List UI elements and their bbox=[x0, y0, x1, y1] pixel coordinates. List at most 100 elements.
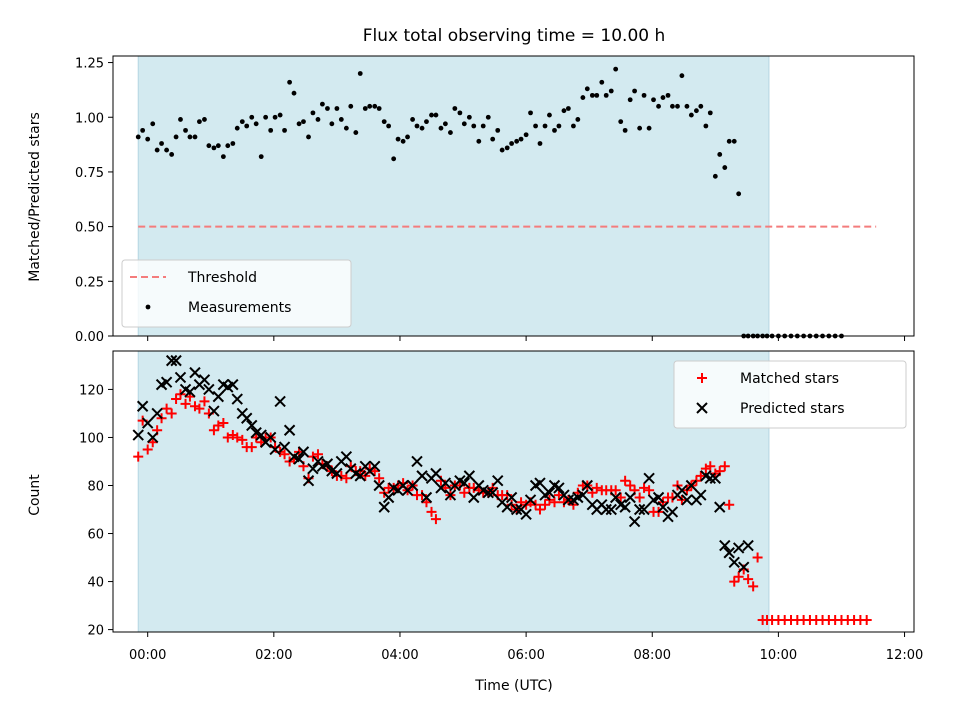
data-point bbox=[719, 461, 730, 472]
data-point bbox=[197, 119, 202, 125]
data-point bbox=[150, 121, 156, 127]
data-point bbox=[584, 86, 590, 92]
data-point bbox=[543, 486, 556, 499]
data-point bbox=[325, 106, 330, 111]
legend-box bbox=[121, 259, 352, 328]
data-point bbox=[140, 127, 146, 133]
series-measurements bbox=[135, 66, 844, 339]
data-point bbox=[688, 112, 694, 118]
data-point bbox=[306, 134, 311, 140]
bottom-panel-counts: 20 40 60 80 100 120 00:00 02:00 04:00 06:00 08:00 1… bbox=[79, 350, 923, 663]
data-point bbox=[712, 173, 718, 179]
data-point bbox=[705, 461, 716, 472]
data-point bbox=[136, 400, 149, 412]
legend: Matched stars Predicted stars bbox=[673, 360, 907, 429]
data-point bbox=[714, 501, 726, 513]
data-point bbox=[660, 95, 666, 100]
data-point bbox=[542, 123, 548, 129]
data-point bbox=[457, 110, 463, 116]
data-point bbox=[685, 479, 698, 492]
data-point bbox=[283, 424, 296, 436]
x-tick-label: 12:00 bbox=[886, 648, 923, 663]
data-point bbox=[627, 97, 633, 103]
data-point bbox=[724, 499, 735, 510]
data-point bbox=[208, 405, 220, 417]
data-point bbox=[743, 574, 754, 585]
data-point bbox=[547, 112, 552, 118]
data-point bbox=[341, 473, 352, 484]
data-point bbox=[400, 138, 406, 144]
y-tick-label: 120 bbox=[79, 383, 104, 398]
data-point bbox=[703, 123, 709, 129]
data-point bbox=[599, 79, 605, 85]
data-point bbox=[666, 506, 679, 518]
data-point bbox=[704, 472, 716, 484]
data-point bbox=[524, 494, 537, 506]
data-point bbox=[141, 417, 154, 429]
data-point bbox=[565, 106, 571, 111]
data-point bbox=[269, 443, 281, 456]
data-point bbox=[362, 106, 368, 111]
data-point bbox=[227, 378, 239, 391]
data-point bbox=[334, 106, 340, 111]
data-point bbox=[419, 125, 425, 131]
data-point bbox=[657, 501, 669, 513]
data-point bbox=[296, 121, 302, 127]
data-point bbox=[490, 136, 496, 142]
data-point bbox=[142, 444, 153, 455]
x-tick-label: 02:00 bbox=[255, 648, 292, 663]
data-point bbox=[505, 491, 518, 504]
data-point bbox=[278, 441, 291, 453]
data-point bbox=[620, 475, 631, 486]
data-point bbox=[272, 114, 278, 120]
data-point bbox=[733, 571, 744, 582]
data-point bbox=[420, 491, 433, 504]
data-point bbox=[609, 491, 622, 504]
data-point bbox=[231, 393, 243, 405]
data-point bbox=[372, 103, 378, 109]
data-point bbox=[169, 152, 175, 157]
data-point bbox=[225, 143, 231, 149]
data-point bbox=[540, 499, 551, 510]
data-point bbox=[331, 467, 343, 480]
data-point bbox=[340, 450, 353, 463]
data-point bbox=[528, 110, 533, 116]
data-point bbox=[603, 92, 609, 98]
data-point bbox=[468, 491, 480, 504]
data-point bbox=[249, 114, 255, 120]
series-predicted-stars bbox=[132, 354, 754, 573]
legend-marker bbox=[696, 402, 708, 414]
data-point bbox=[381, 119, 387, 125]
data-point bbox=[499, 147, 505, 153]
top-y-axis-label: Matched/Predicted stars bbox=[27, 112, 43, 282]
data-point bbox=[652, 491, 665, 504]
data-point bbox=[518, 136, 524, 142]
data-point bbox=[562, 494, 575, 506]
data-point bbox=[633, 503, 646, 516]
data-point bbox=[395, 136, 401, 142]
data-point bbox=[694, 108, 699, 114]
data-point bbox=[232, 432, 243, 443]
legend-label: Threshold bbox=[187, 270, 257, 286]
data-point bbox=[430, 467, 442, 480]
data-point bbox=[147, 431, 159, 444]
data-point bbox=[610, 485, 621, 496]
data-point bbox=[253, 121, 259, 127]
data-point bbox=[646, 125, 652, 131]
data-point bbox=[297, 446, 310, 458]
data-point bbox=[534, 477, 546, 489]
data-point bbox=[438, 125, 444, 131]
data-point bbox=[321, 458, 334, 470]
y-tick-label: 0.75 bbox=[75, 166, 104, 181]
data-point bbox=[670, 103, 675, 109]
data-point bbox=[258, 154, 264, 160]
x-tick-label: 10:00 bbox=[760, 648, 797, 663]
data-point bbox=[373, 479, 385, 492]
data-point bbox=[159, 141, 164, 146]
data-point bbox=[580, 95, 586, 100]
data-point bbox=[459, 487, 470, 498]
data-point bbox=[215, 143, 221, 149]
data-point bbox=[624, 491, 636, 504]
data-point bbox=[382, 491, 395, 504]
